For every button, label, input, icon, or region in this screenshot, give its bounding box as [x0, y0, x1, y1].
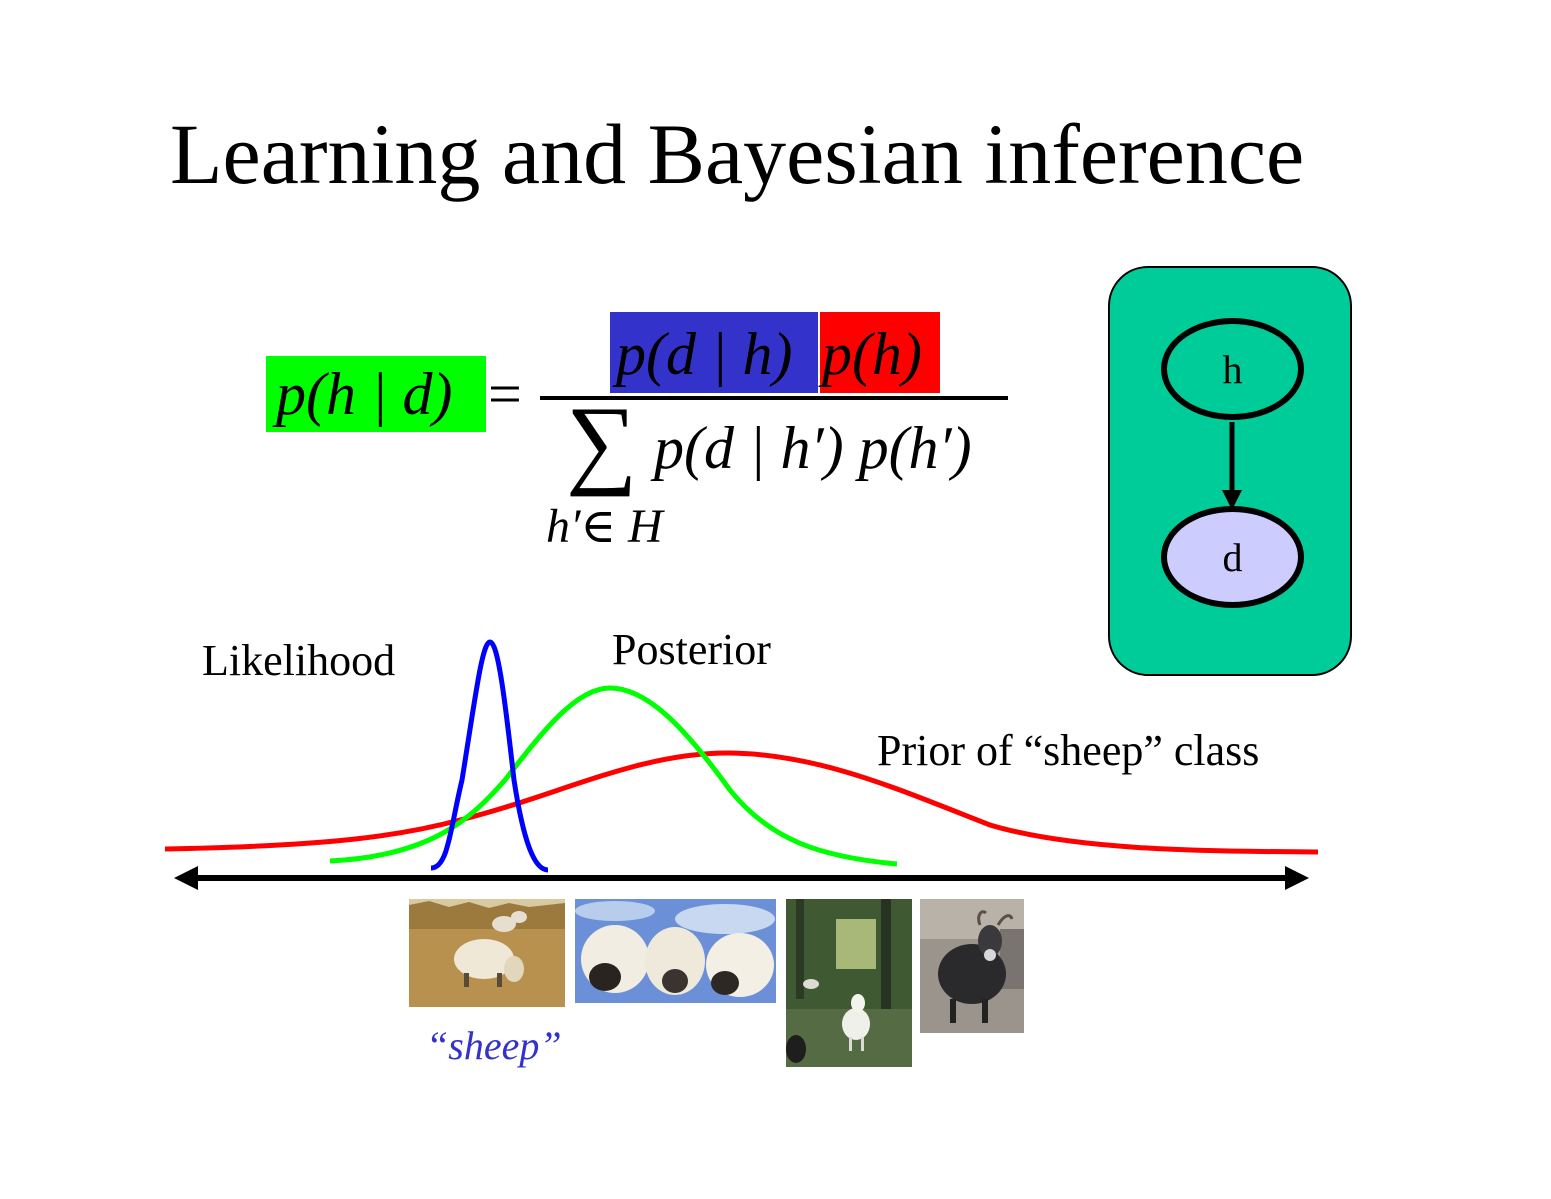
hypothesis-node: h: [1161, 318, 1304, 420]
posterior-curve: [329, 685, 898, 867]
likelihood-highlight: [610, 312, 818, 393]
photo-sheep-faces: [575, 899, 776, 1003]
data-node-label: d: [1222, 534, 1243, 580]
likelihood-label: Likelihood: [202, 636, 396, 685]
prior-curve: [164, 750, 1319, 855]
formula-prior: p(h): [822, 321, 922, 387]
slide-title: Learning and Bayesian inference: [170, 106, 1305, 202]
sum-symbol: ∑: [566, 386, 638, 497]
prior-highlight: [820, 312, 940, 393]
photo-sheep-grazing: [409, 899, 565, 1007]
model-edge: [1222, 422, 1242, 510]
formula-posterior: p(h | d): [276, 361, 453, 427]
posterior-label: Posterior: [612, 625, 771, 674]
edge-arrowhead: [1222, 490, 1242, 510]
formula-equals: =: [488, 361, 522, 427]
likelihood-curve: [430, 639, 549, 873]
formula-denominator: p(d | h′) p(h′): [654, 415, 972, 481]
photo-black-goat: [920, 899, 1024, 1033]
posterior-highlight: [266, 356, 486, 432]
data-label: “sheep”: [426, 1023, 562, 1068]
photo-white-goat-forest: [786, 899, 912, 1067]
data-node: d: [1161, 506, 1304, 608]
fraction-bar: [540, 396, 1008, 400]
axis-right-arrow: [1285, 866, 1309, 890]
sum-subscript: h′∈ H: [546, 500, 663, 553]
axis-left-arrow: [174, 866, 198, 890]
formula-likelihood: p(d | h): [616, 321, 793, 387]
hypothesis-node-label: h: [1222, 346, 1243, 392]
prior-label: Prior of “sheep” class: [877, 726, 1260, 775]
